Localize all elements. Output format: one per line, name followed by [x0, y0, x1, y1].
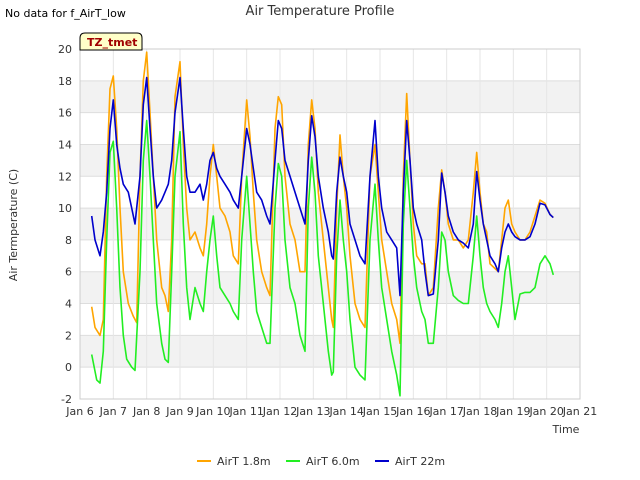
y-tick-label: 12: [58, 170, 72, 183]
chart-title: Air Temperature Profile: [245, 4, 395, 19]
no-data-note: No data for f_AirT_low: [5, 7, 126, 20]
y-tick-label: 14: [58, 138, 72, 151]
y-tick-label: 18: [58, 75, 72, 88]
grid-band: [80, 80, 580, 113]
y-tick-label: 6: [65, 266, 72, 279]
x-tick-label: Jan 17: [428, 405, 463, 418]
legend: AirT 1.8m AirT 6.0m AirT 22m: [197, 455, 445, 468]
x-tick-label: Jan 8: [132, 405, 160, 418]
background-bands: [80, 80, 580, 368]
x-tick-label: Jan 11: [228, 405, 263, 418]
x-tick-label: Jan 21: [562, 405, 597, 418]
y-tick-label: 4: [65, 298, 72, 311]
x-tick-label: Jan 12: [262, 405, 297, 418]
series-lines: [90, 51, 555, 397]
x-tick-label: Jan 9: [165, 405, 193, 418]
legend-label: AirT 6.0m: [306, 455, 360, 468]
x-tick-label: Jan 13: [295, 405, 330, 418]
tz-annotation-label: TZ_tmet: [87, 36, 137, 49]
tz-annotation: TZ_tmet: [79, 32, 143, 51]
grid-band: [80, 208, 580, 240]
y-tick-label: 8: [65, 234, 72, 247]
x-tick-label: Jan 19: [495, 405, 530, 418]
series-line-airt-6-0m: [90, 119, 555, 397]
x-tick-label: Jan 20: [528, 405, 563, 418]
y-tick-label: 2: [65, 329, 72, 342]
x-tick-label: Jan 15: [362, 405, 397, 418]
plot-frame: [79, 48, 581, 400]
y-tick-label: -2: [61, 393, 72, 406]
x-tick-label: Jan 16: [395, 405, 430, 418]
x-tick-label: Jan 14: [328, 405, 363, 418]
x-tick-label: Jan 10: [195, 405, 230, 418]
grid-band: [80, 144, 580, 177]
x-tick-label: Jan 7: [99, 405, 127, 418]
x-axis-label: Time: [552, 423, 580, 436]
y-tick-label: 20: [58, 43, 72, 56]
y-tick-label: 16: [58, 107, 72, 120]
legend-label: AirT 22m: [395, 455, 445, 468]
legend-label: AirT 1.8m: [217, 455, 271, 468]
y-axis-label: Air Termperature (C): [7, 169, 20, 281]
y-tick-label: 0: [65, 361, 72, 374]
x-tick-label: Jan 6: [65, 405, 93, 418]
y-tick-label: 10: [58, 202, 72, 215]
x-tick-label: Jan 18: [462, 405, 497, 418]
series-line-airt-22m: [90, 76, 554, 297]
y-axis-ticks: -2 0 2 4 6 8 10 12 14 16 18 20: [58, 43, 72, 406]
